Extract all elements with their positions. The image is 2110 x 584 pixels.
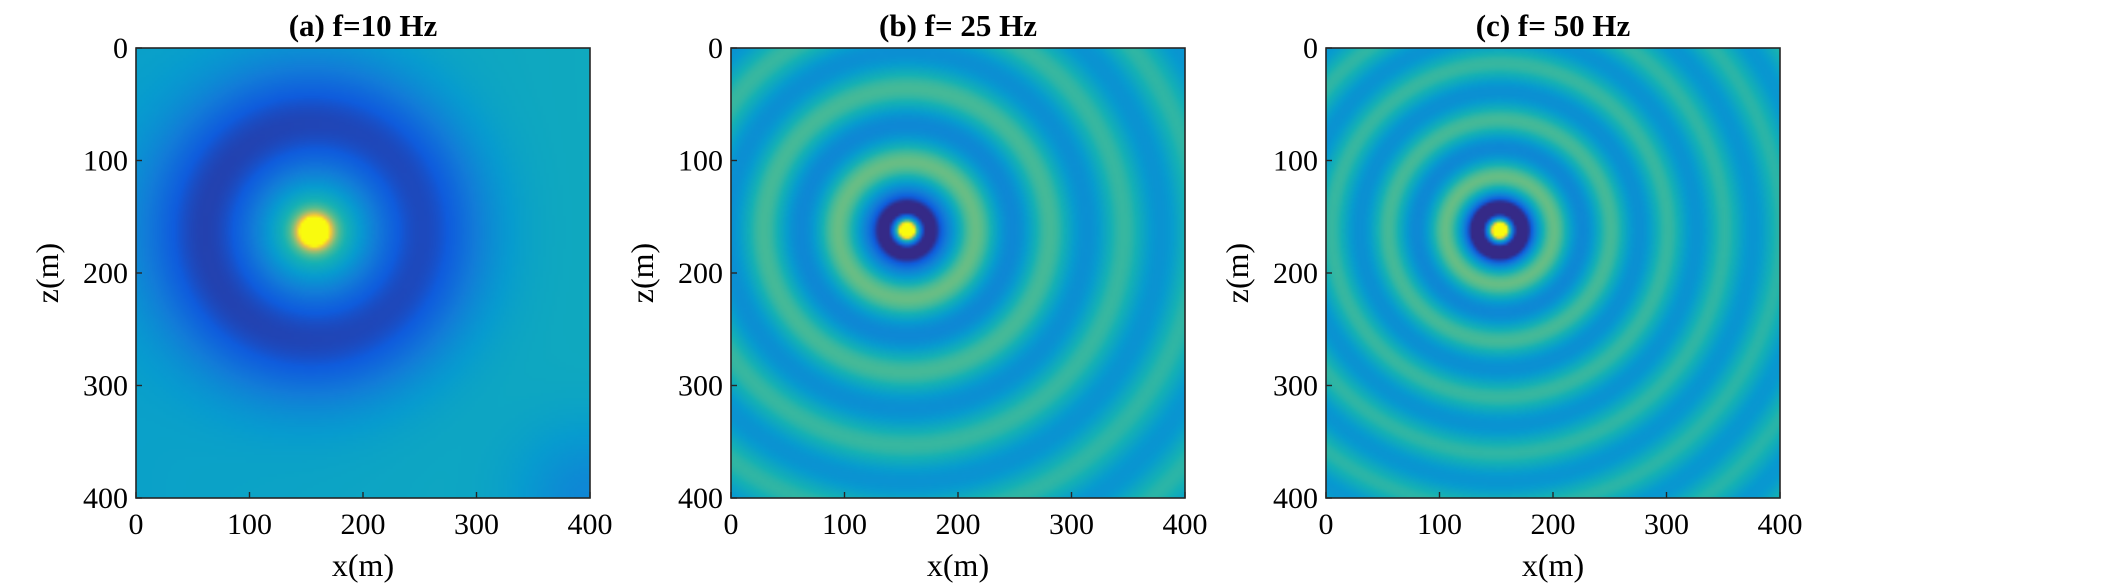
y-axis-label-a: z(m) [29,243,65,303]
chart-title-b: (b) f= 25 Hz [879,8,1037,43]
x-tick-label-b: 400 [1163,508,1208,541]
x-tick-label-b: 0 [724,508,739,541]
chart-title-c: (c) f= 50 Hz [1476,8,1631,43]
x-tick-label-b: 100 [822,508,867,541]
x-tick-label-b: 300 [1049,508,1094,541]
y-tick-label-c: 100 [1273,145,1318,178]
panel-c: (c) f= 50 Hz0 100 200 300 4000100200300400x(… [1219,8,1803,583]
x-axis-label-c: x(m) [1522,547,1584,583]
x-tick-label-a: 200 [341,508,386,541]
x-tick-label-a: 300 [454,508,499,541]
y-tick-label-a: 400 [83,482,128,515]
x-axis-label-a: x(m) [332,547,394,583]
y-tick-label-a: 300 [83,370,128,403]
y-tick-label-b: 300 [678,370,723,403]
panel-a: (a) f=10 Hz0 100 200 300 4000100200300400x(m… [29,8,613,583]
x-tick-label-c: 100 [1417,508,1462,541]
x-tick-label-c: 0 [1319,508,1334,541]
y-tick-label-b: 100 [678,145,723,178]
x-tick-label-c: 400 [1758,508,1803,541]
y-tick-label-a: 0 [113,32,128,65]
x-tick-label-a: 100 [227,508,272,541]
heatmap-c [1326,48,1780,498]
y-axis-label-c: z(m) [1219,243,1255,303]
y-tick-label-c: 400 [1273,482,1318,515]
y-tick-label-b: 400 [678,482,723,515]
y-tick-label-c: 0 [1303,32,1318,65]
x-axis-label-b: x(m) [927,547,989,583]
x-tick-label-a: 0 [129,508,144,541]
heatmap-b [731,48,1185,498]
x-tick-label-c: 300 [1644,508,1689,541]
x-tick-label-b: 200 [936,508,981,541]
y-tick-label-a: 100 [83,145,128,178]
panel-b: (b) f= 25 Hz0 100 200 300 4000100200300400x(… [624,8,1208,583]
chart-title-a: (a) f=10 Hz [289,8,438,43]
y-tick-label-c: 300 [1273,370,1318,403]
x-tick-label-c: 200 [1531,508,1576,541]
y-tick-label-b: 200 [678,257,723,290]
x-tick-label-a: 400 [568,508,613,541]
y-tick-label-c: 200 [1273,257,1318,290]
heatmap-a [136,48,590,498]
y-axis-label-b: z(m) [624,243,660,303]
y-tick-label-a: 200 [83,257,128,290]
y-tick-label-b: 0 [708,32,723,65]
